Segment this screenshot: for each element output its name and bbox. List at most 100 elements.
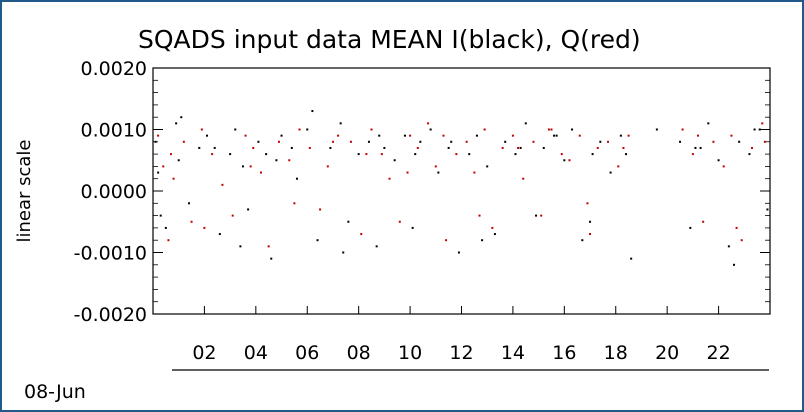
data-point-i bbox=[229, 153, 232, 156]
data-point-q bbox=[388, 177, 391, 180]
data-point-q bbox=[681, 128, 684, 131]
data-point-q bbox=[231, 214, 234, 217]
data-point-i bbox=[157, 171, 160, 174]
data-point-q bbox=[349, 140, 352, 143]
y-tick-label: 0.0020 bbox=[81, 58, 147, 80]
data-point-i bbox=[347, 220, 350, 223]
data-point-i bbox=[257, 140, 260, 143]
data-point-i bbox=[280, 134, 283, 137]
data-point-i bbox=[247, 208, 250, 211]
data-point-q bbox=[617, 165, 620, 168]
data-point-i bbox=[655, 128, 658, 131]
data-point-q bbox=[478, 214, 481, 217]
data-point-q bbox=[735, 226, 738, 229]
data-point-i bbox=[198, 146, 201, 149]
data-point-i bbox=[630, 257, 633, 260]
data-point-q bbox=[712, 140, 715, 143]
data-point-q bbox=[730, 134, 733, 137]
data-point-q bbox=[622, 146, 625, 149]
data-point-i bbox=[609, 171, 612, 174]
data-point-i bbox=[154, 140, 157, 143]
data-point-i bbox=[758, 128, 761, 131]
data-point-i bbox=[727, 245, 730, 248]
data-point-i bbox=[504, 140, 507, 143]
data-point-i bbox=[468, 153, 471, 156]
x-tick-label: 18 bbox=[604, 342, 628, 364]
data-point-q bbox=[751, 146, 754, 149]
data-point-i bbox=[357, 153, 360, 156]
data-point-q bbox=[586, 202, 589, 205]
data-point-q bbox=[434, 165, 437, 168]
data-point-i bbox=[553, 134, 556, 137]
data-point-q bbox=[416, 146, 419, 149]
data-point-q bbox=[691, 153, 694, 156]
data-point-i bbox=[563, 159, 566, 162]
data-point-i bbox=[311, 110, 314, 113]
data-point-i bbox=[717, 159, 720, 162]
data-point-i bbox=[738, 140, 741, 143]
chart-title: SQADS input data MEAN I(black), Q(red) bbox=[138, 25, 641, 54]
data-point-i bbox=[535, 214, 538, 217]
data-point-i bbox=[447, 146, 450, 149]
data-point-i bbox=[581, 239, 584, 242]
data-point-i bbox=[475, 134, 478, 137]
data-point-q bbox=[763, 140, 766, 143]
data-point-q bbox=[596, 146, 599, 149]
data-point-i bbox=[378, 134, 381, 137]
data-point-q bbox=[540, 214, 543, 217]
data-point-i bbox=[486, 165, 489, 168]
data-point-i bbox=[457, 251, 460, 254]
data-point-q bbox=[697, 134, 700, 137]
data-point-q bbox=[501, 146, 504, 149]
y-tick-label: -0.0020 bbox=[74, 304, 147, 326]
data-point-q bbox=[398, 220, 401, 223]
data-point-q bbox=[409, 134, 412, 137]
data-point-i bbox=[625, 153, 628, 156]
data-point-q bbox=[483, 128, 486, 131]
data-point-q bbox=[560, 153, 563, 156]
x-tick-label: 12 bbox=[449, 342, 473, 364]
x-tick-labels: 02 04 06 08 10 12 14 16 18 20 22 bbox=[192, 342, 730, 364]
data-point-q bbox=[169, 153, 172, 156]
data-point-i bbox=[316, 239, 319, 242]
data-point-q bbox=[172, 177, 175, 180]
data-point-q bbox=[182, 140, 185, 143]
data-point-q bbox=[190, 220, 193, 223]
data-point-q bbox=[568, 159, 571, 162]
data-point-q bbox=[157, 134, 160, 137]
data-point-q bbox=[360, 233, 363, 236]
data-point-q bbox=[380, 153, 383, 156]
data-point-q bbox=[722, 165, 725, 168]
data-point-i bbox=[429, 128, 432, 131]
data-point-q bbox=[522, 177, 525, 180]
data-point-q bbox=[298, 128, 301, 131]
data-point-i bbox=[218, 233, 221, 236]
data-point-q bbox=[442, 134, 445, 137]
data-point-i bbox=[524, 122, 527, 125]
y-axis-label: linear scale bbox=[14, 139, 35, 242]
x-tick-label: 04 bbox=[244, 342, 268, 364]
data-point-q bbox=[326, 165, 329, 168]
data-point-q bbox=[249, 165, 252, 168]
data-point-i bbox=[699, 146, 702, 149]
data-point-i bbox=[542, 146, 545, 149]
data-point-q bbox=[200, 128, 203, 131]
data-point-i bbox=[241, 165, 244, 168]
data-point-q bbox=[455, 153, 458, 156]
data-point-q bbox=[740, 239, 743, 242]
x-tick-label: 08 bbox=[347, 342, 371, 364]
data-point-q bbox=[203, 226, 206, 229]
data-point-i bbox=[270, 257, 273, 260]
data-point-q bbox=[365, 153, 368, 156]
data-point-i bbox=[591, 153, 594, 156]
data-point-q bbox=[427, 122, 430, 125]
data-point-i bbox=[689, 226, 692, 229]
data-point-q bbox=[293, 202, 296, 205]
data-point-q bbox=[406, 171, 409, 174]
x-tick-label: 06 bbox=[295, 342, 319, 364]
data-point-i bbox=[164, 226, 167, 229]
data-point-q bbox=[211, 153, 214, 156]
data-point-i bbox=[589, 220, 592, 223]
data-point-q bbox=[517, 146, 520, 149]
